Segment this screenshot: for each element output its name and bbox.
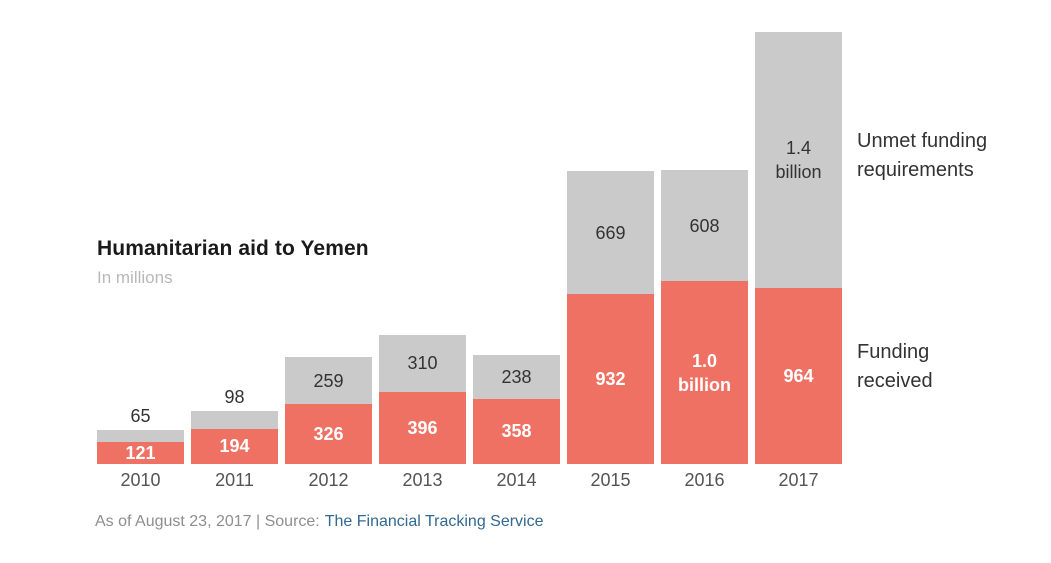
source-note-text: As of August 23, 2017 | Source: <box>95 513 320 530</box>
bar-segment-unmet-2012: 259 <box>285 357 372 405</box>
x-axis-label-2015: 2015 <box>590 470 631 490</box>
x-axis-label-2013: 2013 <box>402 470 443 490</box>
bar-segment-received-2016: 1.0 billion <box>661 281 748 464</box>
bar-segment-unmet-2017: 1.4 billion <box>755 32 842 288</box>
annotation-funding-received: Funding received <box>857 341 933 392</box>
bar-segment-received-2014: 358 <box>473 398 560 464</box>
bar-label-unmet-2010: 65 <box>130 406 151 426</box>
x-axis-label-2012: 2012 <box>308 470 349 490</box>
bar-segment-received-2011: 194 <box>191 428 278 464</box>
source-link[interactable]: The Financial Tracking Service <box>324 513 544 530</box>
bar-segment-received-2010: 121 <box>97 441 184 464</box>
x-axis-label-2016: 2016 <box>684 470 725 490</box>
bar-segment-received-2017: 964 <box>755 287 842 464</box>
bar-segment-unmet-2010 <box>97 430 184 442</box>
chart-title: Humanitarian aid to Yemen <box>97 237 369 260</box>
annotation-unmet-funding: Unmet funding requirements <box>857 130 988 181</box>
x-axis-label-2014: 2014 <box>496 470 537 490</box>
bar-segment-unmet-2016: 608 <box>661 170 748 282</box>
bar-label-unmet-2011: 98 <box>224 386 245 407</box>
bar-segment-unmet-2013: 310 <box>379 334 466 392</box>
bar-segment-unmet-2015: 669 <box>567 171 654 294</box>
bar-segment-unmet-2011 <box>191 410 278 429</box>
x-axis-label-2011: 2011 <box>215 470 254 490</box>
source-note: As of August 23, 2017 | Source: The Finan… <box>95 513 544 531</box>
bar-segment-received-2013: 396 <box>379 391 466 464</box>
bar-segment-unmet-2014: 238 <box>473 355 560 399</box>
x-axis-label-2010: 2010 <box>120 470 161 490</box>
bar-segment-received-2015: 932 <box>567 293 654 464</box>
bar-segment-received-2012: 326 <box>285 404 372 464</box>
chart-subtitle: In millions <box>97 268 173 287</box>
x-axis-label-2017: 2017 <box>778 470 819 490</box>
